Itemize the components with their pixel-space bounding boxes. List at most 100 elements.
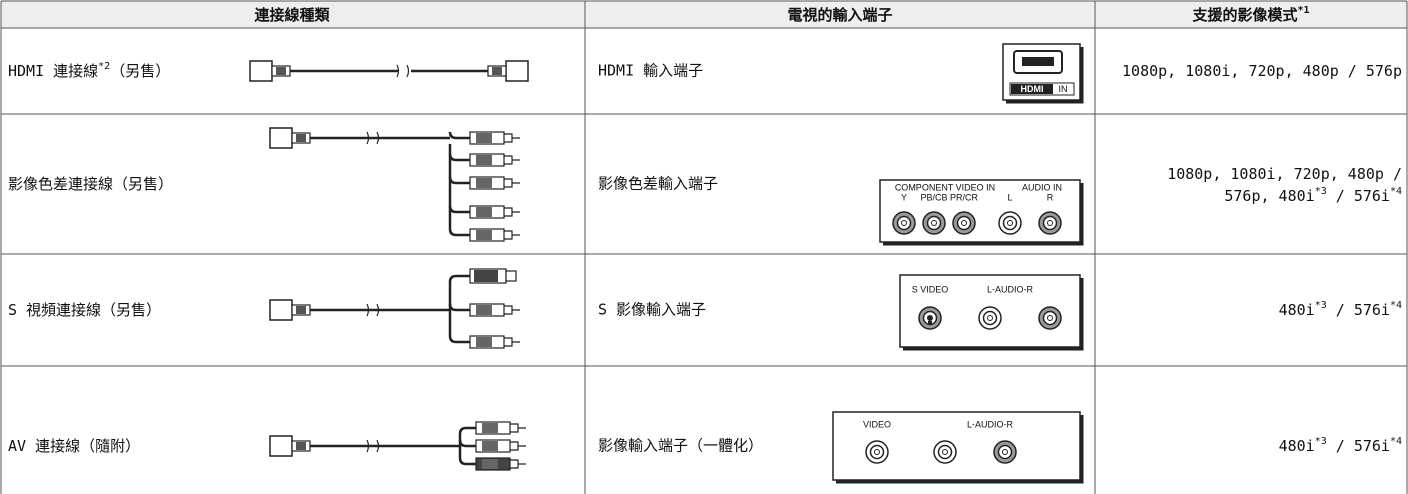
plug-ribs [296,134,306,142]
panel-label: S VIDEO [912,284,949,294]
jack [1038,211,1062,235]
plug-body [269,435,293,457]
jack [1038,306,1062,330]
svideo-tip [505,270,517,282]
rca-connector [469,131,520,145]
video-modes: 480i*3​ / 576i*4​ [1279,436,1402,455]
text-segment: / 576i [1327,187,1390,205]
footnote-mark: *2 [98,61,110,72]
jack [993,440,1017,464]
jack-pin [1047,220,1053,226]
footnote-mark: *3 [1315,436,1327,447]
rca-grip [482,423,498,433]
hdmi-slot [1022,57,1054,66]
header-cell: 支援的影像模式*1​ [1191,5,1309,24]
wire-break [396,64,410,78]
port-name: S 影像輸入端子 [598,301,706,319]
jack-pin [942,449,948,455]
rca-tip [510,423,526,433]
wire [448,335,470,344]
rca-connector [469,303,520,317]
text-segment: 支援的影像模式 [1191,6,1297,24]
rca-grip [476,133,492,143]
text-segment: 影像色差連接線（另售） [8,175,173,193]
text-segment: / 576i [1327,437,1390,455]
rca-grip [482,441,498,451]
port-name: HDMI 輸入端子 [598,62,703,80]
jack [922,211,946,235]
jack [998,211,1022,235]
rca-tip [504,133,520,143]
wire [448,205,470,214]
plug [487,60,529,82]
panel-label: AUDIO IN [1022,182,1062,192]
rca-connector [475,421,526,435]
plug-body [505,60,529,82]
plug-ribs [492,67,502,75]
rca-tip [504,155,520,165]
rca-tip [504,305,520,315]
panel-label: L-AUDIO-R [987,284,1034,294]
jack-pin [901,220,907,226]
wire-gap [399,67,411,75]
wire [448,176,470,185]
header-cell: 連接線種類 [254,6,330,24]
rca-tip [504,337,520,347]
jack-pin [931,220,937,226]
jack [892,211,916,235]
rca-tip [504,230,520,240]
plug [269,435,311,457]
footnote-mark: *4 [1390,436,1402,447]
rca-tip [504,207,520,217]
rca-connector [469,228,520,242]
panel-label: HDMI [1021,84,1044,94]
jack-pin [961,220,967,226]
panel-label: L-AUDIO-R [967,419,1014,429]
hdmi-logo-bg [1011,84,1053,94]
rca-connector [475,457,526,471]
wire [448,131,470,140]
panel-label: PB/CB [920,192,947,202]
plug [269,299,311,321]
cable-name: HDMI 連接線*2​（另售） [8,61,170,80]
wire [458,457,476,466]
panel-label: R [1047,192,1054,202]
panel-shadow [903,278,1084,351]
text-segment: 1080p, 1080i, 720p, 480p / 576p [1122,62,1402,80]
jack-pin [927,315,933,321]
jack-pin [987,315,993,321]
text-segment: S 視頻連接線（另售） [8,301,161,319]
rca-grip [476,207,492,217]
panel-label: COMPONENT VIDEO IN [895,182,995,192]
rca-tip [510,441,526,451]
rca-connector [469,205,520,219]
header-cell: 電視的輸入端子 [787,6,892,24]
text-segment: 480i [1279,301,1315,319]
rca-grip [476,230,492,240]
rca-tip [504,178,520,188]
panel-shadow [836,415,1084,484]
plug-body [269,127,293,149]
jack-pin [1047,315,1053,321]
text-segment: 480i [1279,437,1315,455]
text-segment: （另售） [110,62,170,80]
rca-tip [510,459,526,469]
text-segment: 電視的輸入端子 [787,6,892,24]
wire [448,153,470,162]
text-segment: 576p, 480i [1224,187,1314,205]
plug-body [249,60,273,82]
rca-connector [469,176,520,190]
cable-name: 影像色差連接線（另售） [8,175,173,193]
rca-grip [482,459,498,469]
video-modes: 576p, 480i*3​ / 576i*4​ [1224,186,1402,205]
wire [458,426,476,435]
rca-connector [469,153,520,167]
jack-pin [1007,220,1013,226]
footnote-mark: *1 [1297,5,1309,16]
cable-name: S 視頻連接線（另售） [8,301,161,319]
panel-shadow [1006,47,1084,104]
jack [978,306,1002,330]
jack-pin [874,449,880,455]
text-segment: 連接線種類 [254,6,330,24]
